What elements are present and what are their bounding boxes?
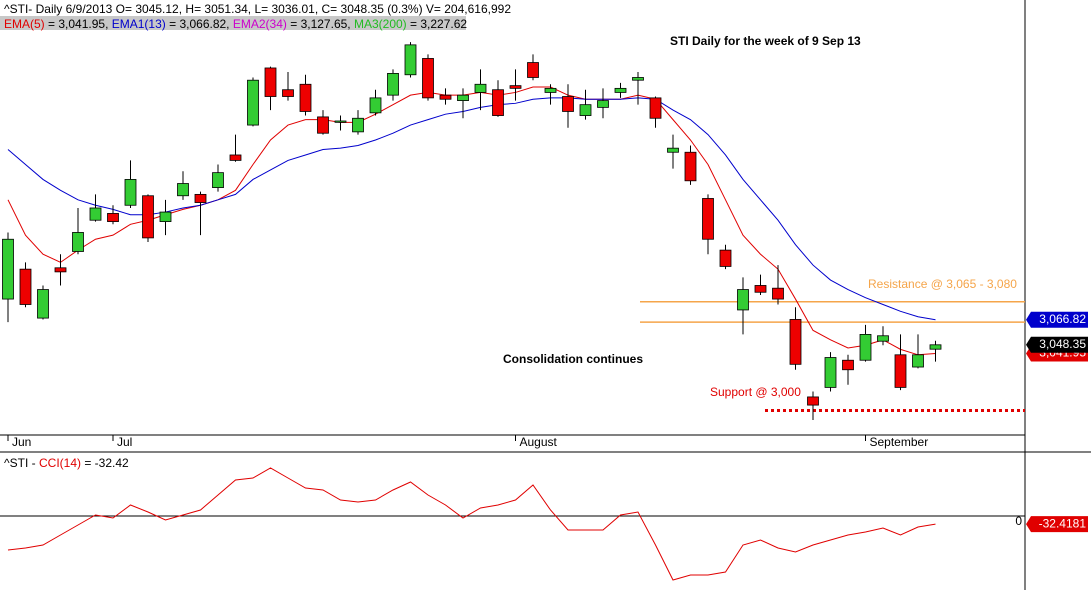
level-label: Resistance @ 3,065 - 3,080 bbox=[868, 277, 1017, 291]
y-tick-label: 0 bbox=[1015, 514, 1022, 528]
legend-name: EMA2(34) bbox=[232, 17, 287, 31]
x-tick-label: Jul bbox=[117, 435, 132, 449]
legend-value: = 3,066.82, bbox=[169, 17, 230, 31]
candle-body bbox=[859, 334, 872, 361]
candle-body bbox=[737, 289, 749, 311]
candle-body bbox=[2, 238, 14, 300]
value-label: 3,066.82 bbox=[1039, 312, 1086, 326]
candle-body bbox=[212, 172, 224, 188]
candle-body bbox=[457, 94, 469, 101]
candle-body bbox=[912, 354, 924, 368]
legend-value: = 3,227.62 bbox=[410, 17, 468, 31]
legend-value: = 3,127.65, bbox=[290, 17, 351, 31]
candle-body bbox=[352, 117, 364, 133]
value-label-box bbox=[1026, 336, 1088, 353]
x-tick-label: Jun bbox=[12, 435, 31, 449]
legend-value: = 3,041.95, bbox=[48, 17, 109, 31]
candle-body bbox=[929, 344, 942, 350]
legend-name: MA3(200) bbox=[353, 17, 407, 31]
candle-body bbox=[597, 100, 609, 108]
candle-body bbox=[422, 58, 434, 99]
candle-body bbox=[299, 83, 312, 112]
legend-name: CCI(14) bbox=[38, 456, 81, 470]
candle-body bbox=[387, 73, 399, 96]
candle-body bbox=[72, 232, 84, 252]
candle-body bbox=[439, 94, 452, 100]
candle-body bbox=[54, 267, 67, 273]
candle-body bbox=[334, 120, 347, 123]
value-label: 3,048.35 bbox=[1039, 337, 1086, 351]
candle-body bbox=[369, 97, 382, 114]
candle-body bbox=[877, 335, 889, 342]
candle-body bbox=[842, 359, 854, 371]
annotation: Consolidation continues bbox=[503, 352, 643, 366]
candle-body bbox=[159, 211, 172, 222]
legend-name: EMA(5) bbox=[4, 17, 45, 31]
candle-body bbox=[37, 289, 49, 319]
candle-body bbox=[649, 97, 662, 119]
candle-body bbox=[527, 62, 539, 78]
candle-body bbox=[667, 147, 679, 153]
candle-body bbox=[194, 193, 207, 203]
chart-title: STI Daily for the week of 9 Sep 13 bbox=[670, 34, 861, 48]
candle-body bbox=[544, 87, 557, 93]
candle-body bbox=[684, 151, 697, 182]
candle-body bbox=[107, 213, 119, 222]
legend: EMA(5) = 3,041.95, EMA1(13) = 3,066.82, … bbox=[4, 17, 467, 31]
candle-body bbox=[702, 198, 714, 240]
candle-body bbox=[754, 285, 767, 293]
legend-value: = -32.42 bbox=[84, 456, 129, 470]
candle-body bbox=[492, 89, 504, 116]
candle-body bbox=[789, 319, 802, 365]
candle-body bbox=[247, 79, 259, 126]
candle-body bbox=[614, 87, 627, 93]
x-tick-label: September bbox=[870, 435, 929, 449]
legend-name: EMA1(13) bbox=[111, 17, 166, 31]
candle-body bbox=[229, 154, 242, 161]
candle-body bbox=[894, 354, 907, 388]
candle-body bbox=[317, 116, 329, 134]
candle-body bbox=[474, 83, 487, 93]
candle-body bbox=[89, 207, 102, 221]
candle-body bbox=[404, 44, 417, 76]
value-label: -32.4181 bbox=[1039, 516, 1087, 530]
value-label-box bbox=[1026, 516, 1088, 533]
x-tick-label: August bbox=[520, 435, 558, 449]
candle-body bbox=[19, 268, 32, 305]
header: ^STI- Daily 6/9/2013 O= 3045.12, H= 3051… bbox=[4, 2, 511, 16]
legend-background bbox=[0, 16, 466, 30]
candle-body bbox=[264, 67, 277, 97]
candle-body bbox=[177, 183, 189, 197]
candle-body bbox=[509, 85, 522, 89]
candle-body bbox=[579, 104, 592, 116]
value-label-box bbox=[1026, 311, 1088, 328]
candle-body bbox=[142, 195, 154, 239]
candle-body bbox=[807, 396, 819, 406]
candle-body bbox=[562, 96, 574, 112]
candle-body bbox=[282, 89, 294, 97]
candle-body bbox=[772, 287, 784, 300]
panel-title: ^STI - bbox=[4, 456, 36, 470]
candle-body bbox=[124, 179, 137, 206]
candle-body bbox=[632, 77, 644, 81]
cci-legend: ^STI - CCI(14) = -32.42 bbox=[4, 456, 129, 470]
indicator-line bbox=[7, 467, 936, 581]
candle-body bbox=[824, 357, 837, 388]
candle-body bbox=[719, 249, 732, 267]
level-label: Support @ 3,000 bbox=[710, 385, 801, 399]
